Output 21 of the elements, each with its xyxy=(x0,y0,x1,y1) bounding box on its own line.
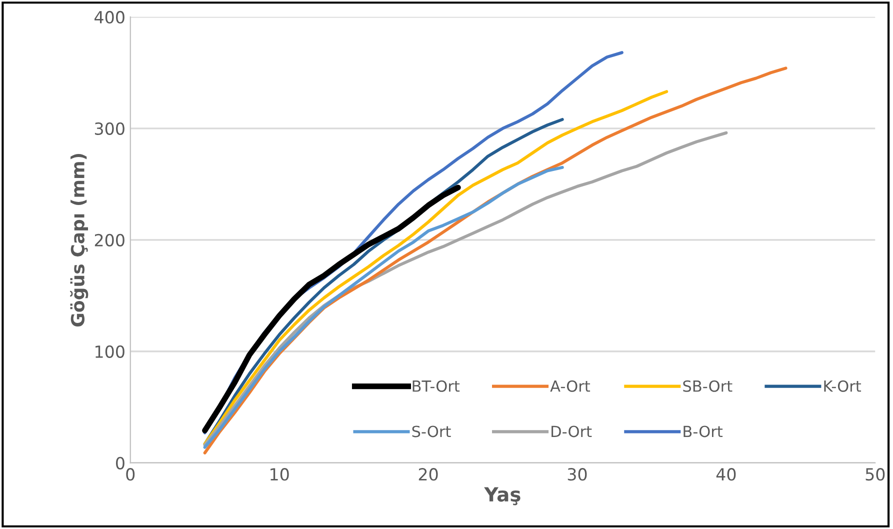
line-series xyxy=(203,90,668,446)
y-tick-label: 100 xyxy=(96,345,124,358)
legend-label: SB-Ort xyxy=(683,380,732,392)
x-tick-label: 20 xyxy=(418,468,438,481)
legend-label: D-Ort xyxy=(552,426,592,438)
x-tick-label: 30 xyxy=(568,468,587,481)
y-tick-label: 200 xyxy=(94,234,124,246)
y-axis-title: Göğüs Çapı (mm) xyxy=(70,154,88,326)
x-tick-label: 50 xyxy=(866,468,885,481)
y-tick-label: 0 xyxy=(116,456,124,470)
legend-label: B-Ort xyxy=(684,426,723,438)
legend-label: K-Ort xyxy=(824,380,862,392)
legend-label: S-Ort xyxy=(412,426,451,438)
legend-label: BT-Ort xyxy=(412,380,460,392)
legend-label: A-Ort xyxy=(550,380,590,392)
y-tick-label: 300 xyxy=(94,122,124,135)
x-tick-label: 0 xyxy=(126,468,135,481)
x-tick-label: 40 xyxy=(716,468,736,481)
x-tick-label: 10 xyxy=(270,468,289,481)
y-tick-label: 400 xyxy=(94,10,124,24)
x-axis-title: Yaş xyxy=(484,487,520,506)
